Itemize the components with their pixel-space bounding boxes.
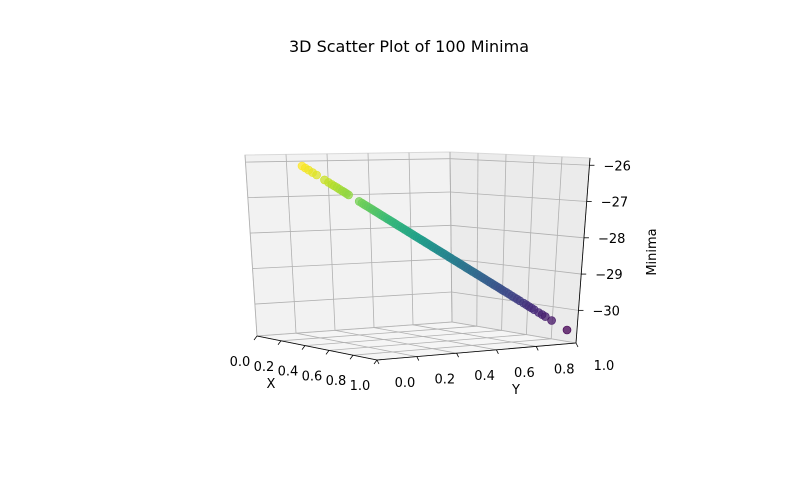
x-tick-label: 1.0 [350, 379, 371, 394]
y-gridline [451, 321, 577, 344]
y-tick-mark [535, 346, 539, 351]
z-tick-label: −26 [603, 159, 630, 174]
x-tick-label: 0.2 [254, 360, 275, 375]
x-gridline [550, 156, 563, 339]
z-gridline [451, 258, 582, 275]
y-gridline [295, 332, 417, 357]
y-tick-label: 0.6 [514, 366, 535, 381]
y-tick-label: 0.0 [395, 376, 416, 391]
data-point [547, 316, 556, 325]
y-axis-line [376, 342, 577, 361]
y-gridline [449, 151, 453, 323]
z-gridline [245, 158, 451, 163]
x-gridline [476, 153, 479, 327]
y-tick-label: 1.0 [594, 359, 615, 374]
y-tick-mark [496, 349, 499, 354]
z-gridline [450, 191, 587, 202]
x-tick-mark [349, 354, 354, 360]
x-gridline [280, 325, 477, 342]
x-tick-mark [253, 335, 258, 341]
x-tick-label: 0.4 [278, 365, 299, 380]
x-tick-mark [301, 345, 306, 350]
y-gridline [373, 327, 497, 351]
x-tick-label: 0.8 [326, 374, 347, 389]
x-axis-line [256, 335, 378, 361]
z-tick-label: −29 [595, 268, 622, 283]
y-tick-mark [376, 359, 380, 365]
chart-title: 3D Scatter Plot of 100 Minima [289, 37, 529, 56]
chart-panes [244, 151, 591, 361]
y-gridline [367, 153, 375, 328]
z-gridline [450, 158, 590, 166]
y-tick-label: 0.4 [474, 369, 495, 384]
y-gridline [285, 154, 297, 334]
data-point [312, 170, 321, 180]
y-tick-mark [456, 353, 459, 358]
y-tick-label: 0.8 [554, 362, 575, 377]
z-tick-label: −27 [601, 196, 628, 211]
x-gridline [501, 154, 507, 331]
x-gridline [304, 330, 502, 346]
x-gridline [352, 338, 552, 356]
y-gridline [408, 152, 414, 325]
x-tick-mark [277, 340, 282, 346]
z-gridline [254, 291, 452, 305]
y-gridline [244, 154, 258, 337]
z-gridline [450, 224, 584, 239]
y-gridline [412, 324, 537, 347]
y-tick-mark [416, 356, 420, 361]
data-point [562, 325, 572, 335]
side-pane [449, 151, 591, 344]
z-gridline [252, 258, 452, 269]
z-axis-line [575, 157, 591, 344]
chart-tick-labels: 0.0 0.2 0.4 0.6 0.8 1.0 0.0 0.2 0.4 0.6 0.8 1.0−26−… [230, 159, 631, 394]
y-axis-label: Y [511, 383, 520, 398]
x-gridline [256, 321, 453, 337]
x-tick-label: 0.0 [230, 355, 251, 370]
x-gridline [328, 334, 527, 351]
y-tick-mark [575, 342, 579, 348]
chart-axes [253, 157, 595, 365]
chart-points [297, 161, 572, 335]
z-axis-label: Minima [645, 228, 660, 275]
z-tick-label: −30 [592, 304, 619, 319]
y-tick-label: 0.2 [434, 373, 455, 388]
z-tick-label: −28 [598, 232, 625, 247]
y-gridline [334, 330, 457, 354]
z-gridline [250, 224, 451, 234]
x-tick-mark [373, 359, 378, 365]
data-point [344, 190, 353, 200]
data-point [540, 312, 550, 321]
x-axis-label: X [267, 377, 276, 392]
x-tick-mark [325, 350, 330, 355]
x-tick-label: 0.6 [302, 369, 323, 384]
